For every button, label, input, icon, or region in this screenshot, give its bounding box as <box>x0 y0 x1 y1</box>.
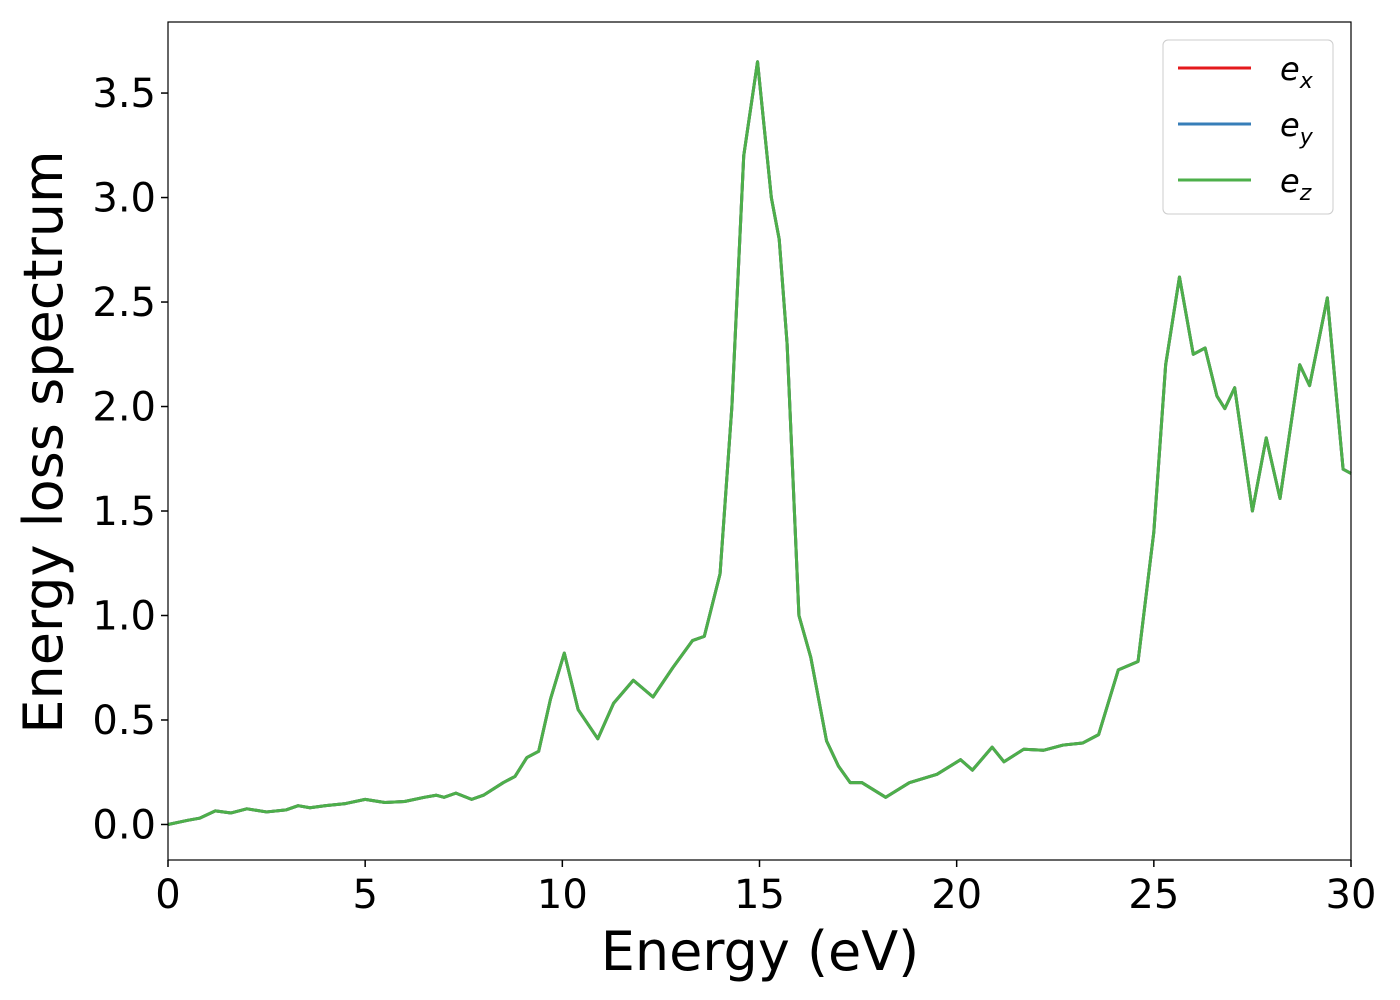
legend-label: ex <box>1280 50 1314 94</box>
x-tick-label: 30 <box>1326 872 1377 918</box>
x-axis-label: Energy (eV) <box>601 920 920 983</box>
y-tick-label: 3.0 <box>92 176 156 222</box>
y-tick-label: 2.0 <box>92 385 156 431</box>
y-tick-label: 2.5 <box>92 280 156 326</box>
y-tick-label: 1.5 <box>92 489 156 535</box>
legend-label: ez <box>1280 162 1312 206</box>
y-tick-label: 0.5 <box>92 698 156 744</box>
plot-frame <box>167 21 1352 861</box>
x-tick-label: 5 <box>352 872 377 918</box>
y-tick-label: 1.0 <box>92 593 156 639</box>
x-tick-label: 25 <box>1128 872 1179 918</box>
x-tick-label: 15 <box>734 872 785 918</box>
legend-box <box>1162 39 1334 215</box>
y-axis-label: Energy loss spectrum <box>12 150 75 733</box>
y-tick-label: 3.5 <box>92 71 156 117</box>
y-tick-label: 0.0 <box>92 802 156 848</box>
x-tick-label: 10 <box>537 872 588 918</box>
x-tick-label: 20 <box>931 872 982 918</box>
x-tick-label: 0 <box>155 872 180 918</box>
legend-label: ey <box>1280 106 1314 150</box>
data-line <box>167 60 1352 826</box>
